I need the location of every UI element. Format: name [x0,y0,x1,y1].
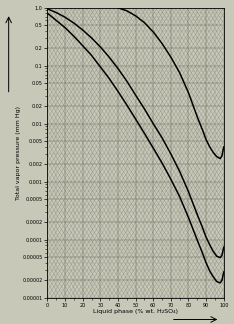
Y-axis label: Total vapor pressure (mm Hg): Total vapor pressure (mm Hg) [16,106,21,200]
X-axis label: Liquid phase (% wt. H₂SO₄): Liquid phase (% wt. H₂SO₄) [93,309,178,314]
